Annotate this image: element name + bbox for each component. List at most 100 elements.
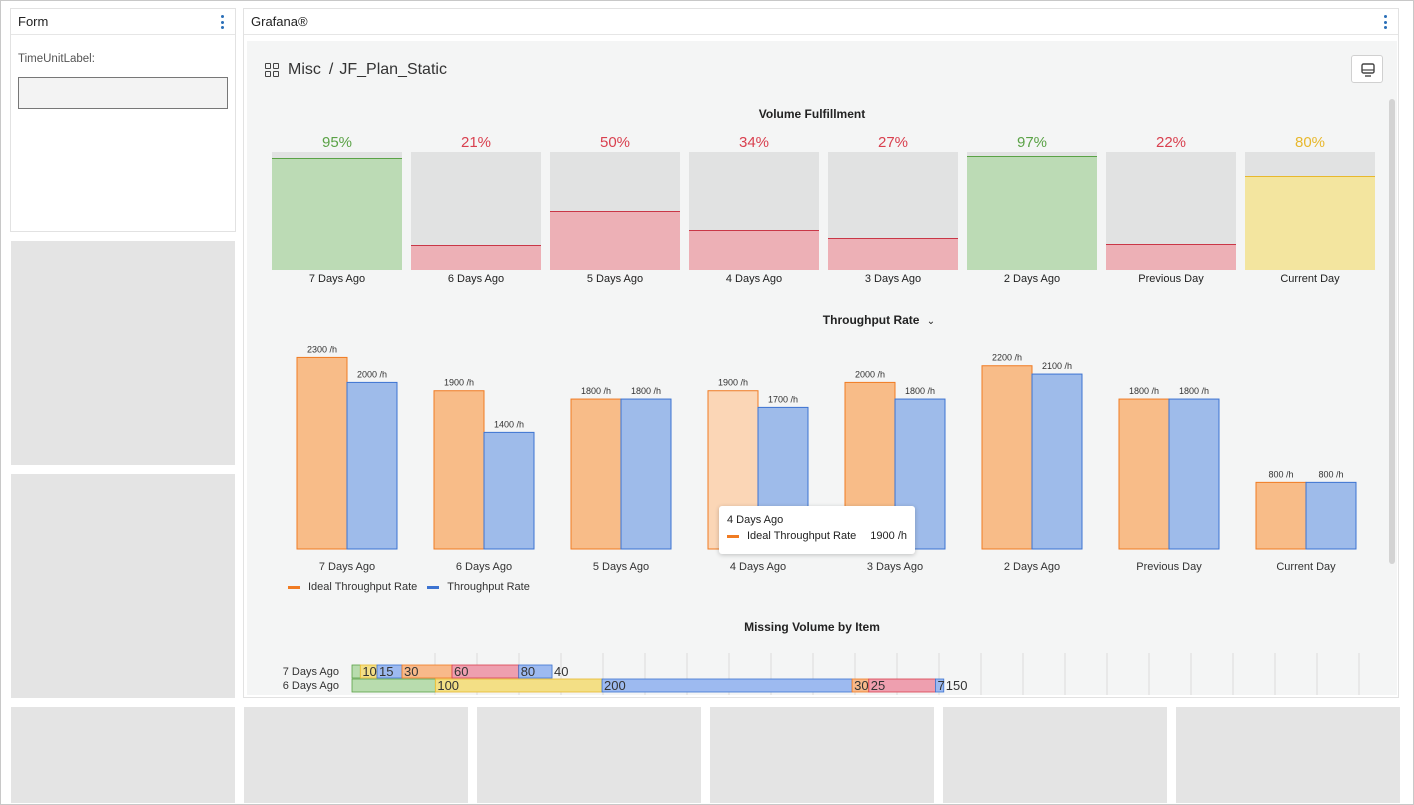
form-panel-header: Form: [11, 9, 235, 35]
throughput-rate-title[interactable]: Throughput Rate ⌄: [247, 313, 1397, 327]
breadcrumb: Misc / JF_Plan_Static: [265, 61, 447, 79]
x-axis-category-label: Previous Day: [1136, 561, 1202, 573]
bar-value-label: 1900 /h: [444, 378, 474, 388]
bar-value-label: 2000 /h: [357, 369, 387, 379]
gauge-value: 50%: [599, 134, 631, 151]
placeholder-panel: [943, 707, 1167, 803]
gauge-value: 27%: [877, 134, 909, 151]
bar-value-label: 1900 /h: [718, 378, 748, 388]
legend-item-throughput[interactable]: Throughput Rate: [427, 581, 530, 593]
placeholder-panel: [11, 474, 235, 698]
throughput-bar: [483, 431, 535, 550]
breadcrumb-separator: /: [328, 61, 334, 78]
gauge-fill: [828, 238, 958, 270]
placeholder-panel: [11, 241, 235, 465]
missing-volume-title: Missing Volume by Item: [744, 620, 880, 634]
gauge-category-label: 4 Days Ago: [725, 273, 783, 285]
gauge-fill: [689, 229, 819, 270]
gauge-category-label: Previous Day: [1138, 273, 1204, 285]
x-axis-category-label: 3 Days Ago: [867, 561, 923, 573]
placeholder-panel: [244, 707, 468, 803]
legend-label: Throughput Rate: [447, 581, 530, 593]
placeholder-panel: [710, 707, 934, 803]
tooltip-row: Ideal Throughput Rate 1900 /h: [727, 530, 907, 542]
throughput-rate-chart: 2300 /h 2000 /h 7 Days Ago 1900 /h 1400 /h 6 …: [296, 344, 1357, 573]
ideal-throughput-bar: [1255, 481, 1307, 550]
monitor-icon: [1361, 63, 1375, 77]
gauge-category-label: 6 Days Ago: [447, 273, 505, 285]
ideal-throughput-bar: [981, 365, 1033, 550]
throughput-bar: [620, 398, 672, 550]
tooltip-value: 1900 /h: [870, 530, 907, 542]
bar-value-label: 1800 /h: [631, 386, 661, 396]
tooltip-series: Ideal Throughput Rate: [747, 530, 857, 542]
throughput-bar: [346, 381, 398, 550]
form-panel-menu-icon[interactable]: [219, 15, 225, 29]
throughput-rate-title-text: Throughput Rate: [822, 313, 920, 327]
gauge-category-label: 3 Days Ago: [864, 273, 922, 285]
bar-value-label: 800 /h: [1318, 469, 1343, 479]
tooltip-title: 4 Days Ago: [727, 514, 784, 526]
bar-value-label: 1800 /h: [581, 386, 611, 396]
segment-value-label: 30: [404, 664, 418, 679]
breadcrumb-folder[interactable]: Misc: [288, 61, 321, 78]
gauge-bar: [1245, 152, 1375, 270]
segment-value-label: 80: [521, 664, 535, 679]
x-axis-category-label: Current Day: [1276, 561, 1336, 573]
bar-value-label: 2100 /h: [1042, 361, 1072, 371]
gauge-value: 21%: [460, 134, 492, 151]
segment-value-label: 15: [379, 664, 393, 679]
bar-value-label: 2300 /h: [307, 344, 337, 354]
legend-item-ideal[interactable]: Ideal Throughput Rate: [288, 581, 417, 593]
row-label: 6 Days Ago: [283, 680, 339, 692]
gauge-category-label: 7 Days Ago: [308, 273, 366, 285]
bar-value-label: 1800 /h: [905, 386, 935, 396]
gauge-value: 95%: [321, 134, 353, 151]
placeholder-panel: [477, 707, 701, 803]
throughput-bar: [1031, 373, 1083, 550]
volume-fulfillment-title: Volume Fulfillment: [758, 107, 866, 121]
row-label: 7 Days Ago: [283, 666, 339, 678]
form-panel-title: Form: [18, 14, 49, 29]
stacked-segment: [935, 678, 945, 693]
gauge-bar: [1106, 152, 1236, 270]
dashboard-scrollbar[interactable]: [1389, 99, 1395, 564]
grafana-panel-header: Grafana®: [244, 9, 1398, 35]
gauge-bar: [411, 152, 541, 270]
chevron-down-icon: ⌄: [926, 316, 936, 327]
ideal-throughput-bar: [1118, 398, 1170, 550]
tv-mode-button[interactable]: [1351, 55, 1383, 83]
time-unit-label: TimeUnitLabel:: [18, 53, 95, 65]
missing-volume-chart: 7 Days Ago 10 15 30 60 80 406 Days Ago 100 200 30…: [283, 653, 1360, 695]
gauge-value: 97%: [1016, 134, 1048, 151]
segment-value-label: 100: [437, 678, 459, 693]
ideal-throughput-bar: [570, 398, 622, 550]
x-axis-category-label: 5 Days Ago: [593, 561, 649, 573]
throughput-legend: Ideal Throughput Rate Throughput Rate: [288, 581, 540, 593]
legend-swatch-orange: [288, 585, 300, 589]
segment-value-label: 200: [604, 678, 626, 693]
grafana-panel-menu-icon[interactable]: [1382, 15, 1388, 29]
gauge-bar: [689, 152, 819, 270]
bar-value-label: 1800 /h: [1179, 386, 1209, 396]
gauge-fill: [1245, 175, 1375, 270]
bar-value-label: 2200 /h: [992, 353, 1022, 363]
gauge-value: 80%: [1294, 134, 1326, 151]
placeholder-panel: [11, 707, 235, 803]
x-axis-category-label: 2 Days Ago: [1004, 561, 1060, 573]
dashboard-grid-icon: [265, 63, 279, 77]
stacked-segment: [351, 664, 361, 679]
bar-value-label: 800 /h: [1268, 469, 1293, 479]
segment-value-label: 10: [362, 664, 376, 679]
segment-value-label: 25: [871, 678, 885, 693]
form-panel: Form TimeUnitLabel:: [10, 8, 236, 232]
grafana-panel: Grafana® Misc / JF_Plan_Static Volume Fu…: [243, 8, 1399, 698]
segment-value-label: 60: [454, 664, 468, 679]
x-axis-category-label: 6 Days Ago: [456, 561, 512, 573]
bar-value-label: 1400 /h: [494, 419, 524, 429]
time-unit-input[interactable]: [18, 77, 228, 109]
bar-value-label: 1800 /h: [1129, 386, 1159, 396]
x-axis-category-label: 4 Days Ago: [730, 561, 786, 573]
gauge-fill: [411, 245, 541, 270]
